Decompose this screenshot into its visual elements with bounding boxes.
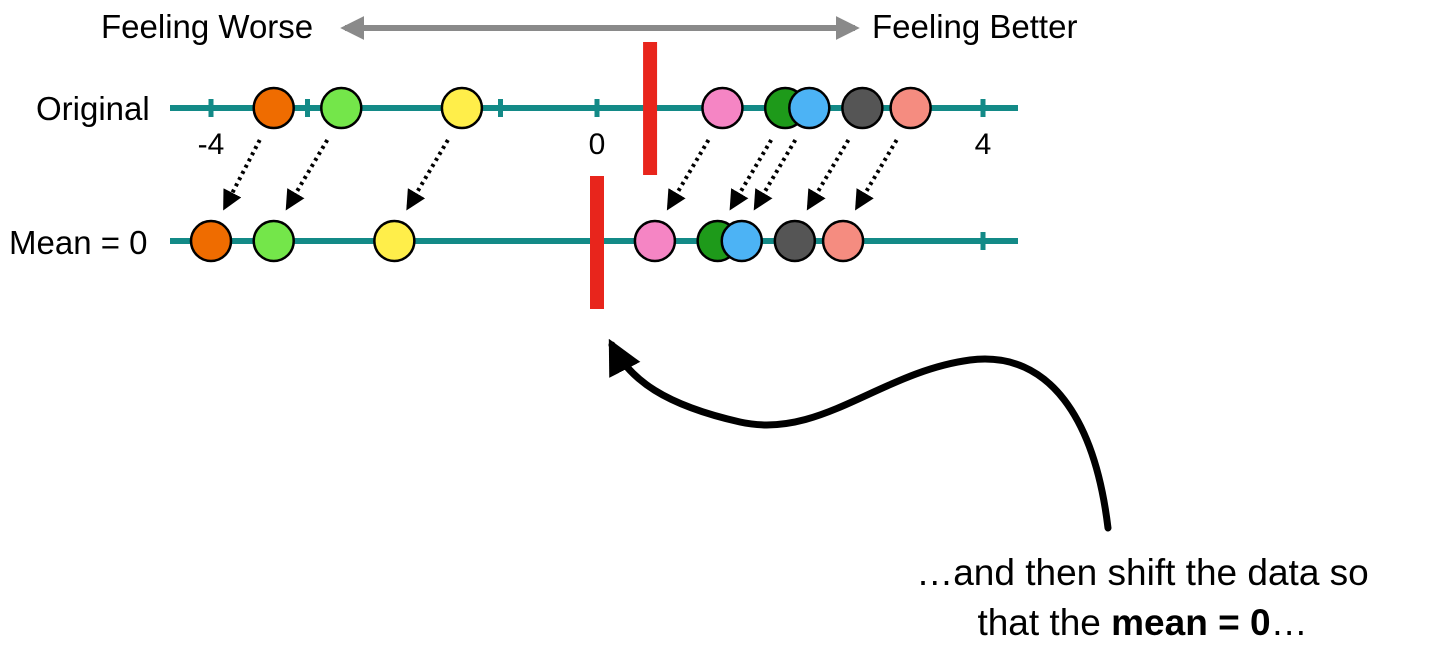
centered-data-point [252,219,295,263]
shift-arrow [729,138,773,211]
shift-arrow [855,138,899,211]
original-data-point [320,86,363,130]
caption-bold-text: mean = 0 [1111,602,1271,643]
shift-arrow [806,138,851,211]
centered-points [189,219,865,263]
original-row-label: Original [36,90,150,127]
centered-data-point [189,219,233,263]
caption-line-2: that the mean = 0… [850,598,1430,648]
caption-line-1: …and then shift the data so [916,552,1369,593]
shift-arrow [406,138,450,211]
original-data-point [252,86,295,130]
caption: …and then shift the data so that the mea… [850,548,1430,648]
tick-label: 4 [974,128,992,161]
tick-label: 0 [588,128,606,161]
callout-arrow [608,338,1112,532]
centered-data-point [821,219,865,263]
original-data-point [889,86,932,130]
caption-line-2-suffix: … [1270,602,1308,643]
mean-markers [590,42,658,309]
original-data-point [841,86,884,130]
caption-line-2-prefix: that the [977,602,1112,643]
original-data-point [440,86,484,130]
original-points [252,86,932,130]
shift-arrows [223,138,899,211]
centered-mean-marker [590,176,604,309]
mean-zero-row-label: Mean = 0 [9,224,148,261]
tick-label: -4 [197,128,225,161]
centered-data-point [773,219,817,263]
centered-data-point [633,219,677,263]
shift-arrow [285,138,329,211]
original-data-point [701,86,744,130]
shift-arrow [223,139,262,211]
centered-data-point [373,219,416,263]
shift-arrow [753,138,798,211]
axis-ticks [208,99,986,250]
feeling-worse-label: Feeling Worse [101,8,314,45]
original-data-point [788,86,831,130]
centered-data-point [720,219,763,263]
original-mean-marker [643,42,658,175]
shift-arrow [666,138,711,211]
feeling-better-label: Feeling Better [872,8,1078,45]
